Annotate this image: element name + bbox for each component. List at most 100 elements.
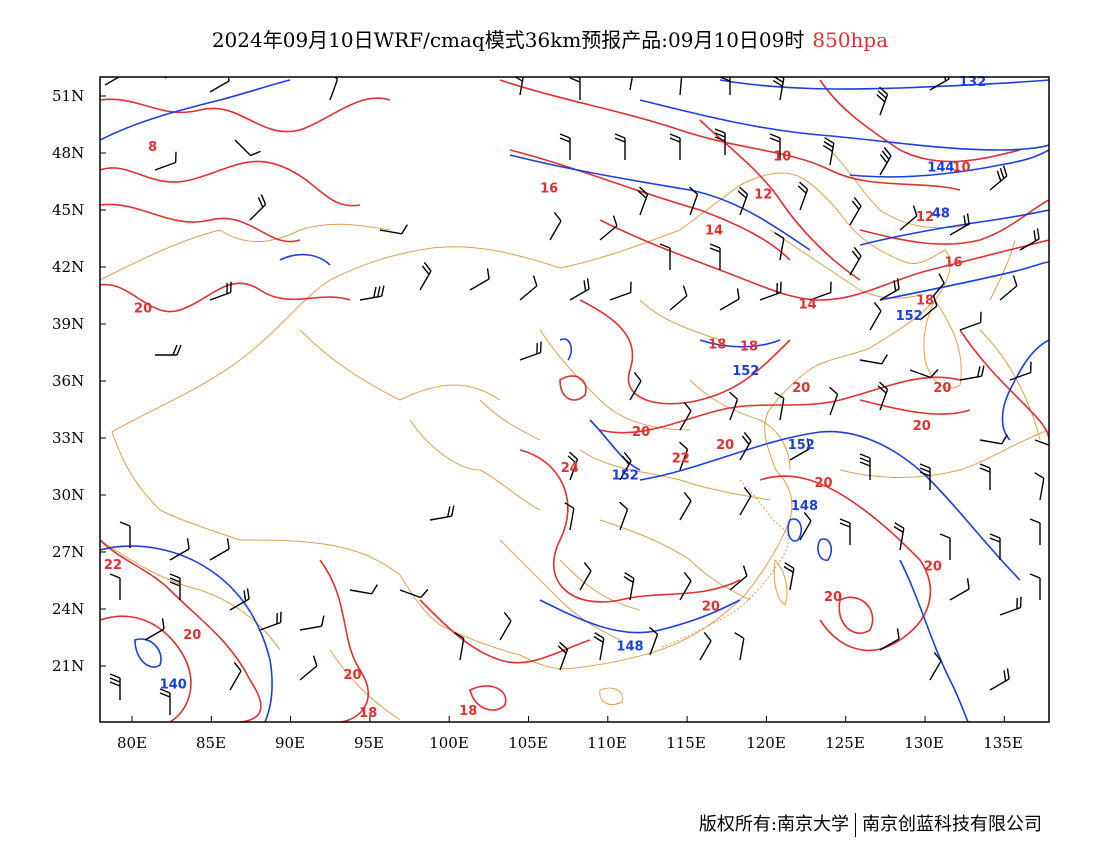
wind-barb <box>169 573 181 600</box>
wind-barb <box>929 652 942 681</box>
wind-barb <box>669 285 688 311</box>
lat-label: 24N <box>52 600 85 618</box>
barb-feather <box>624 572 635 579</box>
barb-feather <box>703 632 712 642</box>
temperature-label: 20 <box>134 301 152 316</box>
barb-staff <box>1034 439 1049 449</box>
isotherm <box>838 596 874 634</box>
temperature-label: 24 <box>561 461 579 476</box>
barb-feather <box>109 573 121 579</box>
wind-barb <box>679 402 692 431</box>
barb-feather <box>536 343 538 354</box>
height-isoline <box>899 559 969 722</box>
barb-feather <box>943 77 947 82</box>
barb-feather <box>229 281 232 293</box>
height-isoline <box>559 338 572 361</box>
barb-feather <box>1002 165 1008 177</box>
barb-staff <box>154 161 176 171</box>
wind-barb <box>989 165 1008 191</box>
wind-barb <box>512 77 525 96</box>
wind-barb <box>959 365 985 381</box>
height-isoline <box>859 209 1049 246</box>
barb-feather <box>714 128 726 134</box>
barb-staff <box>679 580 692 601</box>
barb-staff <box>579 570 592 591</box>
barb-staff <box>104 77 125 86</box>
barb-feather <box>669 137 681 143</box>
barb-feather <box>743 432 752 442</box>
barb-feather <box>896 628 900 640</box>
temperature-label: 20 <box>716 438 734 453</box>
barb-feather <box>729 391 738 400</box>
contour-labels: 8 16 10 12 14 10 12 16 18 14 20 18 18 20 20 20 20 20 22 24 2… <box>104 75 986 721</box>
wind-barb <box>614 133 626 160</box>
barb-staff <box>699 640 712 661</box>
barb-feather <box>553 212 562 222</box>
barb-feather <box>503 612 512 622</box>
barb-feather <box>629 281 632 293</box>
barb-staff <box>919 305 938 321</box>
barb-feather <box>989 533 1001 539</box>
wind-barb <box>869 302 882 331</box>
barb-feather <box>109 673 121 679</box>
isotherm <box>100 160 361 207</box>
barb-feather <box>963 215 967 227</box>
isotherm <box>579 299 791 405</box>
wind-barb <box>877 381 889 411</box>
barb-feather <box>979 463 991 469</box>
wind-barb <box>929 273 945 301</box>
barb-staff <box>949 588 970 601</box>
barb-feather <box>450 505 455 517</box>
barb-feather <box>1003 670 1007 682</box>
isotherm <box>319 559 370 722</box>
barb-feather <box>176 344 182 356</box>
barb-feather <box>851 200 860 210</box>
korea-coast <box>923 299 962 389</box>
province-line <box>329 649 401 721</box>
wind-barb <box>759 281 782 301</box>
isotherm <box>859 399 971 415</box>
barb-feather <box>614 133 626 139</box>
barb-feather <box>939 533 951 539</box>
province-line <box>499 539 621 641</box>
barb-feather <box>829 281 832 293</box>
barb-feather <box>109 681 121 687</box>
barb-feather <box>1033 230 1037 242</box>
barb-feather <box>938 273 945 284</box>
temperature-label: 20 <box>924 560 942 575</box>
height-isoline <box>539 599 741 634</box>
temperature-label: 20 <box>702 600 720 615</box>
province-borders <box>100 149 1049 721</box>
wind-barb <box>799 512 812 541</box>
wind-barb <box>599 215 618 241</box>
wind-barb <box>1019 228 1040 251</box>
wind-barb <box>669 133 681 160</box>
height-label: 152 <box>896 309 923 324</box>
height-contours <box>100 79 1049 722</box>
height-isoline <box>1001 339 1049 441</box>
barb-feather <box>624 63 635 69</box>
barb-feather <box>373 286 377 298</box>
wind-barb <box>144 618 165 641</box>
lat-label: 33N <box>52 429 85 447</box>
wind-barb <box>109 673 121 700</box>
barb-staff <box>869 310 882 331</box>
barb-feather <box>839 518 851 524</box>
barb-staff <box>879 638 900 651</box>
temperature-label: 18 <box>740 339 758 354</box>
wind-barb <box>1034 439 1049 449</box>
barb-feather <box>966 213 970 225</box>
wind-barb <box>609 281 632 301</box>
wind-barb <box>1029 573 1041 600</box>
barb-staff <box>779 398 785 421</box>
province-line <box>100 539 281 651</box>
barb-staff <box>719 298 740 311</box>
isotherm <box>509 149 791 261</box>
barb-feather <box>709 247 721 253</box>
barb-staff <box>1009 371 1031 381</box>
temperature-label: 18 <box>359 706 377 721</box>
barb-feather <box>999 167 1005 179</box>
barb-feather <box>559 137 571 143</box>
barb-staff <box>469 278 490 291</box>
